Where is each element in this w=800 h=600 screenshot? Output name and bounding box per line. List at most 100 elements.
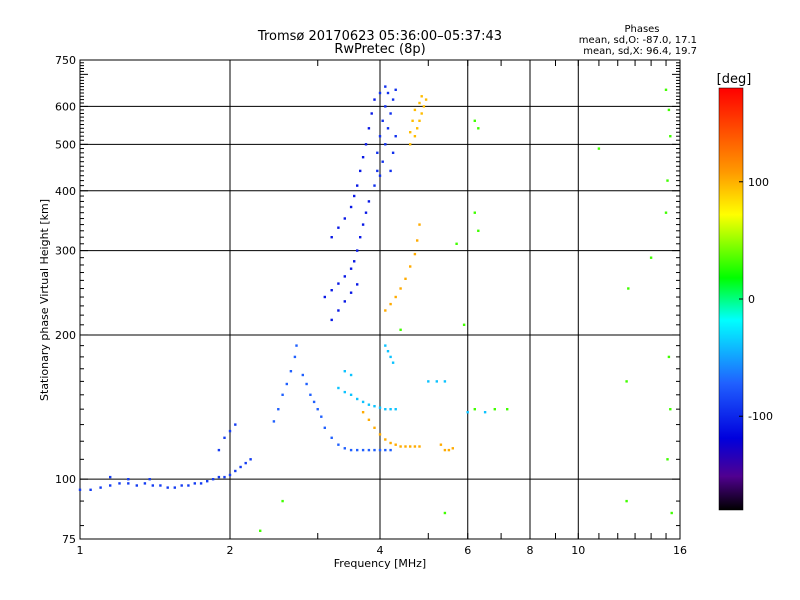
data-point	[285, 382, 288, 386]
data-point	[451, 447, 454, 450]
data-point	[394, 443, 397, 446]
data-point	[109, 475, 112, 479]
data-point	[625, 499, 628, 503]
data-point	[384, 143, 387, 146]
data-point	[151, 484, 154, 487]
data-point	[378, 406, 382, 409]
y-tick-label: 300	[55, 245, 76, 258]
data-point	[399, 328, 402, 331]
data-point	[378, 433, 382, 436]
colorbar-tick-label: -100	[748, 410, 773, 423]
data-point	[367, 403, 371, 406]
data-point	[217, 475, 221, 479]
data-point	[378, 135, 382, 138]
data-point	[389, 448, 392, 452]
data-point	[381, 160, 384, 163]
data-point	[323, 426, 326, 429]
data-point	[378, 174, 382, 177]
data-point	[281, 499, 284, 503]
data-point	[148, 478, 151, 481]
data-point	[367, 200, 371, 203]
data-point	[127, 478, 130, 481]
x-tick-label: 1	[77, 544, 84, 557]
data-point	[389, 441, 392, 445]
data-point	[483, 411, 487, 414]
phases-title: Phases	[624, 24, 659, 35]
data-point	[364, 211, 368, 214]
data-point	[391, 361, 395, 364]
data-point	[373, 98, 376, 101]
data-point	[413, 252, 417, 256]
data-point	[99, 486, 102, 489]
data-point	[389, 355, 392, 359]
data-point	[356, 448, 359, 452]
data-point	[413, 108, 417, 112]
data-point	[427, 380, 430, 383]
colorbar-label: [deg]	[717, 72, 752, 87]
data-point	[239, 465, 242, 469]
data-point	[330, 436, 333, 439]
data-point	[364, 143, 368, 146]
x-tick-label: 2	[227, 544, 234, 557]
data-point	[455, 242, 458, 245]
data-point	[211, 478, 215, 481]
data-point	[389, 112, 392, 115]
data-point	[409, 131, 412, 134]
data-point	[309, 393, 312, 396]
y-tick-label: 500	[55, 138, 76, 151]
data-point	[349, 373, 353, 377]
data-point	[443, 380, 447, 383]
data-point	[506, 408, 509, 411]
x-tick-label: 4	[377, 544, 384, 557]
data-point	[376, 169, 379, 173]
data-point	[277, 408, 280, 411]
data-point	[234, 469, 237, 473]
y-tick-label: 200	[55, 329, 76, 342]
data-point	[361, 400, 365, 404]
data-point	[180, 484, 183, 487]
data-point	[353, 194, 356, 198]
data-point	[234, 423, 237, 426]
data-point	[664, 88, 668, 91]
data-point	[135, 484, 138, 487]
data-point	[356, 283, 359, 286]
data-point	[193, 482, 196, 485]
data-point	[305, 382, 308, 386]
data-point	[343, 390, 346, 394]
data-point	[666, 458, 669, 461]
x-tick-label: 16	[673, 544, 687, 557]
data-point	[378, 448, 382, 452]
data-point	[301, 373, 304, 377]
data-point	[217, 448, 221, 452]
data-point	[384, 85, 387, 88]
data-point	[89, 488, 92, 491]
data-point	[337, 386, 340, 390]
data-point	[356, 184, 359, 187]
data-point	[413, 445, 417, 448]
data-point	[439, 443, 443, 446]
data-point	[349, 291, 353, 294]
data-point	[493, 408, 496, 411]
data-point	[373, 184, 376, 187]
data-point	[343, 300, 346, 303]
data-point	[466, 411, 469, 414]
data-point	[391, 98, 395, 101]
data-point	[404, 445, 407, 448]
data-point	[337, 282, 340, 285]
data-point	[199, 482, 203, 485]
data-point	[473, 408, 476, 411]
data-point	[384, 309, 387, 312]
data-point	[244, 461, 247, 465]
data-point	[384, 408, 387, 411]
data-point	[349, 448, 353, 452]
data-point	[359, 169, 362, 173]
data-point	[281, 393, 284, 396]
data-point	[143, 482, 147, 485]
x-axis-label: Frequency [MHz]	[334, 557, 426, 570]
data-point	[394, 408, 397, 411]
y-tick-label: 100	[55, 473, 76, 486]
data-points	[78, 85, 673, 532]
data-point	[399, 287, 402, 290]
data-point	[272, 420, 276, 423]
data-point	[597, 147, 601, 150]
